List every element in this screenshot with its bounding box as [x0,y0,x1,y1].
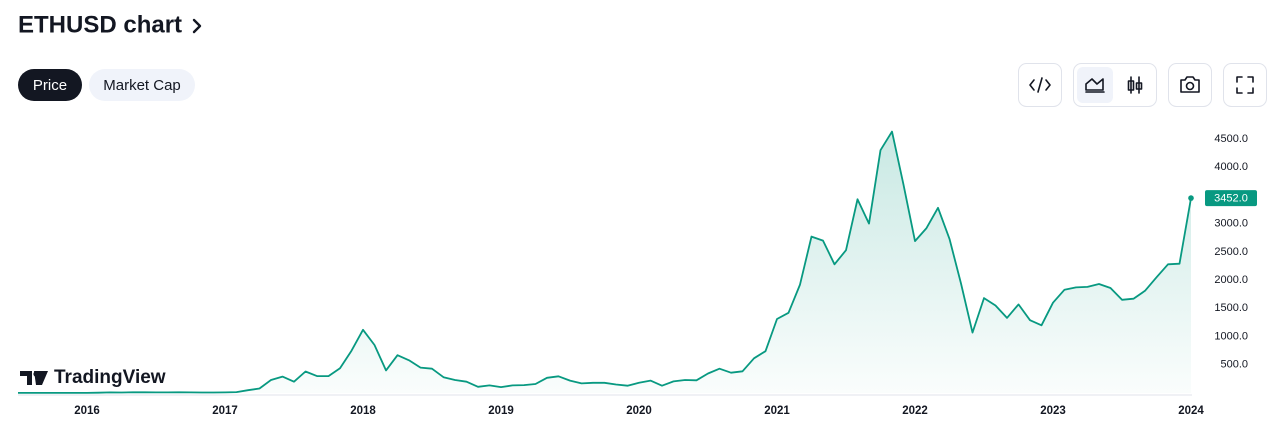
y-tick-label: 3000.0 [1214,218,1248,230]
last-value-label: 3452.0 [1214,193,1248,205]
fullscreen-icon [1236,76,1254,94]
tab-label[interactable]: Market Cap [103,77,181,94]
chevron-icon[interactable] [192,18,202,34]
last-point [1188,195,1194,201]
y-tick-label: 2000.0 [1214,274,1248,286]
candle-icon[interactable] [1127,76,1143,94]
y-tick-label: 1000.0 [1214,330,1248,342]
watermark-logo [20,371,48,385]
page-title[interactable]: ETHUSD chart [18,11,182,38]
area-fill [18,131,1191,393]
x-tick-label: 2016 [74,405,100,417]
x-tick-label: 2020 [626,405,652,417]
x-tick-label: 2022 [902,405,928,417]
watermark-text: TradingView [54,367,166,388]
area-icon [1085,78,1105,93]
y-tick-label: 500.0 [1220,359,1248,371]
last-value-box [1205,190,1257,207]
y-tick-label: 4000.0 [1214,161,1248,173]
fullscreen-button[interactable] [1223,63,1267,107]
x-tick-label: 2021 [764,405,790,417]
tab-market-cap[interactable] [89,69,195,101]
x-tick-label: 2019 [488,405,514,417]
tab-label[interactable]: Price [33,77,67,94]
x-tick-label: 2017 [212,405,238,417]
watermark: TradingView [20,367,166,388]
watermark-logo-dot [33,371,39,377]
camera-icon [1180,76,1200,93]
camera-lens [1185,81,1195,91]
y-tick-label: 2500.0 [1214,246,1248,258]
x-tick-label: 2023 [1040,405,1066,417]
embed-icon [1029,77,1051,93]
tab-price[interactable] [18,69,82,101]
price-line [18,130,1192,394]
x-tick-label: 2018 [350,405,376,417]
area-style-button[interactable] [1077,67,1113,103]
x-tick-label: 2024 [1178,405,1204,417]
y-tick-label: 1500.0 [1214,302,1248,314]
y-tick-label: 4500.0 [1214,133,1248,145]
snapshot-button[interactable] [1168,63,1212,107]
